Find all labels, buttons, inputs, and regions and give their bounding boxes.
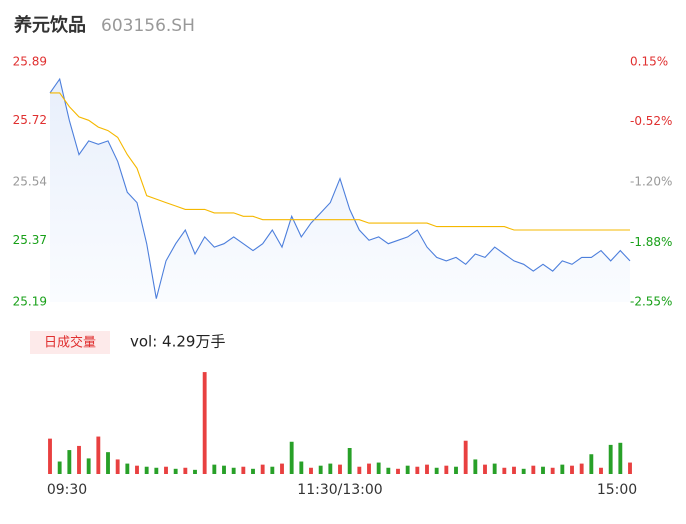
volume-bar: [454, 466, 458, 474]
y2-tick-label: -1.88%: [630, 235, 672, 249]
volume-label: 日成交量: [44, 335, 96, 351]
y-tick-label: 25.54: [13, 175, 47, 189]
volume-bar: [531, 465, 536, 474]
volume-bar: [183, 467, 188, 474]
y2-tick-label: 0.15%: [630, 55, 668, 69]
volume-bar: [444, 465, 449, 474]
stock-code: 603156.SH: [101, 16, 195, 36]
volume-bar: [521, 468, 526, 474]
volume-bar: [299, 461, 304, 474]
volume-bar: [502, 467, 507, 474]
volume-bar: [77, 445, 81, 474]
average-line: [50, 92, 630, 231]
y2-tick-label: -0.52%: [630, 114, 672, 128]
volume-bar: [241, 466, 246, 474]
volume-bar: [280, 463, 284, 474]
y2-tick-label: -2.55%: [630, 295, 672, 309]
stock-name: 养元饮品: [13, 14, 86, 36]
volume-bar: [309, 467, 313, 474]
volume-bar: [231, 467, 236, 474]
price-line: [49, 77, 631, 299]
volume-label-box: [30, 331, 110, 354]
volume-bar: [115, 459, 120, 474]
volume-bar: [222, 465, 226, 474]
volume-bar: [492, 463, 497, 474]
volume-bar: [106, 452, 110, 474]
volume-bar: [512, 466, 516, 474]
volume-bar: [628, 462, 632, 474]
volume-bar: [318, 465, 323, 474]
y-tick-label: 25.19: [13, 295, 47, 309]
volume-bar: [618, 442, 623, 474]
volume-bar: [202, 372, 207, 474]
price-area: [50, 79, 630, 302]
volume-bar: [550, 467, 555, 474]
volume-bar: [48, 438, 52, 474]
volume-bar: [463, 440, 468, 474]
volume-bar: [212, 464, 217, 474]
volume-bar: [328, 463, 333, 474]
volume-bar: [338, 464, 342, 474]
volume-bar: [483, 464, 487, 474]
volume-bar: [589, 454, 594, 474]
volume-bar: [473, 459, 478, 474]
volume-bar: [434, 467, 439, 474]
x-tick-label: 15:00: [597, 482, 637, 498]
volume-bar: [144, 466, 149, 474]
volume-bar: [570, 465, 574, 474]
volume-bar: [260, 464, 265, 474]
volume-bar: [96, 436, 101, 474]
volume-bar: [541, 466, 545, 474]
volume-bar: [135, 465, 139, 474]
volume-bar: [608, 444, 613, 474]
volume-bar: [67, 450, 72, 474]
volume-bar: [367, 463, 371, 474]
volume-bar: [396, 468, 400, 474]
y-tick-label: 25.89: [13, 55, 47, 69]
volume-bar: [57, 461, 62, 474]
volume-bar: [415, 466, 420, 474]
volume-bar: [560, 464, 565, 474]
x-tick-label: 11:30/13:00: [297, 482, 382, 498]
volume-bar: [425, 464, 429, 474]
volume-bar: [405, 465, 410, 474]
volume-bar: [173, 468, 178, 474]
volume-bar: [125, 463, 130, 474]
volume-bar: [154, 467, 159, 474]
volume-bar: [347, 448, 352, 474]
volume-bar: [193, 469, 197, 474]
volume-bar: [251, 468, 255, 474]
volume-bar: [376, 462, 381, 474]
volume-bar: [270, 466, 275, 474]
volume-bar: [289, 441, 294, 474]
volume-bar: [164, 466, 168, 474]
volume-bar: [579, 463, 584, 474]
volume-bar: [357, 466, 362, 474]
y-tick-label: 25.37: [13, 233, 47, 247]
volume-bar: [599, 467, 603, 474]
volume-bar: [386, 467, 391, 474]
volume-total: vol: 4.29万手: [130, 333, 225, 351]
volume-bar: [86, 458, 91, 474]
x-tick-label: 09:30: [47, 482, 87, 498]
y-tick-label: 25.72: [13, 113, 47, 127]
y2-tick-label: -1.20%: [630, 175, 672, 189]
